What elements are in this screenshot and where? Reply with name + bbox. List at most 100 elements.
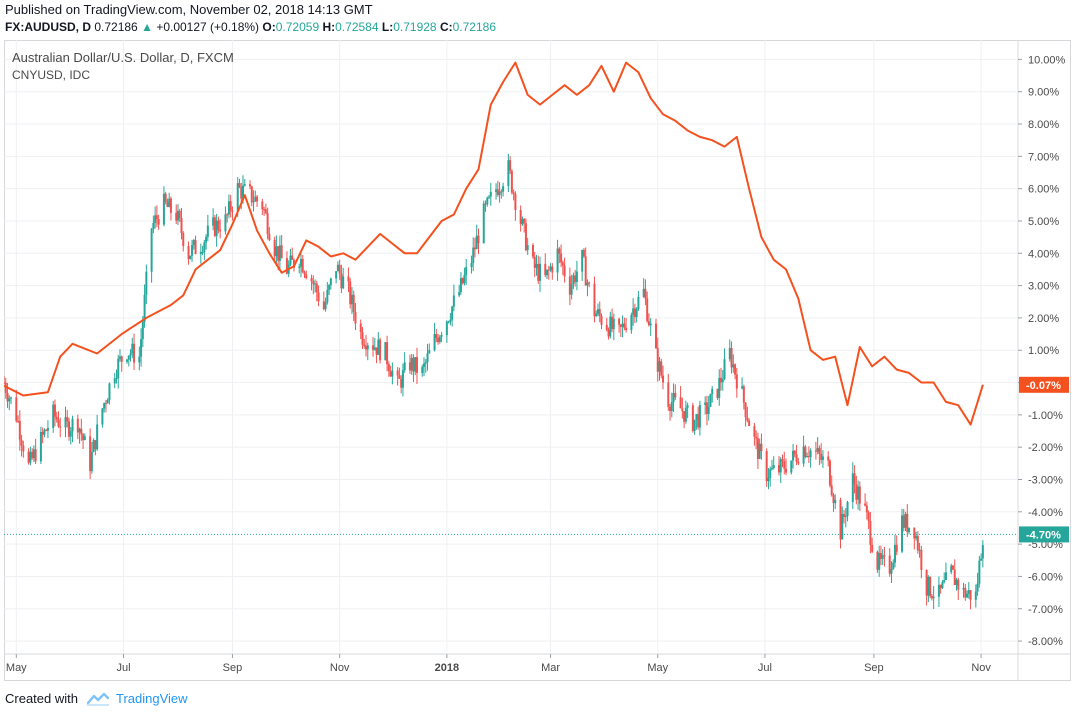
candle-body [189, 255, 192, 259]
candle-body [683, 411, 686, 422]
candle-body [495, 189, 498, 192]
tradingview-brand[interactable]: TradingView [115, 691, 188, 706]
candle-body [433, 334, 436, 351]
candle-body [277, 246, 280, 261]
candle-body [670, 401, 673, 411]
y-tick-label: 1.00% [1028, 345, 1059, 357]
candle-body [546, 269, 549, 276]
candle-body [969, 590, 972, 600]
candle-body [888, 555, 891, 574]
candle-body [809, 450, 812, 458]
candle-body [574, 275, 577, 282]
x-tick-label: Nov [330, 662, 350, 674]
candle-body [575, 271, 578, 282]
candle-body [878, 552, 881, 570]
candle-body [925, 569, 928, 596]
candle-body [263, 209, 266, 211]
candle-body [120, 356, 123, 362]
candle-body [582, 249, 585, 257]
candle-body [980, 558, 983, 561]
candle-body [619, 324, 622, 327]
candle-body [807, 456, 810, 458]
candle-body [864, 503, 867, 506]
candle-body [698, 404, 701, 428]
candle-body [533, 256, 536, 268]
candle-body [182, 232, 185, 247]
candle-body [846, 502, 849, 517]
y-tick-label: -8.00% [1028, 636, 1063, 648]
candle-body [57, 419, 60, 427]
candle-body [273, 240, 276, 257]
candle-body [213, 217, 216, 236]
y-tick-label: 9.00% [1028, 87, 1059, 99]
candle-body [790, 460, 793, 473]
candle-body [962, 587, 965, 590]
candle-body [744, 402, 747, 418]
candle-body [607, 329, 610, 337]
candle-body [883, 555, 886, 557]
candle-body [531, 245, 534, 257]
legend-main: Australian Dollar/U.S. Dollar, D, FXCM [12, 50, 234, 65]
candle-body [465, 267, 468, 276]
candle-body [414, 357, 417, 372]
candle-body [350, 294, 353, 305]
y-tick-label: -4.00% [1028, 507, 1063, 519]
candle-body [141, 321, 144, 340]
candle-body [966, 593, 969, 598]
candle-body [667, 382, 670, 407]
candle-body [510, 170, 513, 193]
candle-body [243, 184, 246, 186]
x-tick-label: May [6, 662, 27, 674]
candle-body [684, 407, 687, 422]
candle-body [939, 584, 942, 589]
candle-body [310, 278, 313, 282]
candle-body [192, 240, 195, 246]
candle-body [94, 440, 97, 450]
candle-body [27, 451, 30, 463]
candle-body [458, 292, 461, 296]
candle-body [609, 316, 612, 337]
candle-body [32, 449, 35, 459]
y-tick-label: -3.00% [1028, 474, 1063, 486]
candle-body [556, 248, 559, 273]
candle-body [89, 436, 92, 472]
audusd-last-label: -4.70% [1026, 529, 1061, 541]
candle-body [967, 590, 970, 594]
candle-body [600, 316, 603, 325]
chart-svg[interactable]: 10.00% 9.00% 8.00% 7.00% 6.00% 5.00% 4.00% 3.00… [3, 40, 1071, 681]
candle-body [953, 569, 956, 586]
candle-body [537, 263, 540, 281]
candle-body [772, 465, 775, 469]
candle-body [117, 358, 120, 378]
candle-body [538, 263, 541, 281]
candle-body [3, 382, 5, 384]
candle-body [389, 371, 392, 377]
candle-body [769, 469, 772, 478]
candle-body [437, 338, 440, 343]
candle-body [342, 276, 345, 289]
chart-area[interactable]: 10.00% 9.00% 8.00% 7.00% 6.00% 5.00% 4.00% 3.00… [3, 40, 1071, 681]
candle-body [635, 308, 638, 318]
candle-body [415, 357, 418, 373]
candle-body [322, 301, 325, 310]
candle-body [377, 339, 380, 355]
candle-body [820, 453, 823, 460]
candle-body [981, 545, 984, 559]
candle-body [34, 449, 37, 462]
candle-body [932, 596, 935, 599]
candle-body [633, 308, 636, 318]
x-tick-label: Nov [971, 662, 991, 674]
candle-body [605, 324, 608, 330]
candle-body [22, 445, 25, 452]
candle-body [937, 584, 940, 597]
x-tick-label: Mar [541, 662, 560, 674]
candle-body [656, 348, 659, 372]
candle-body [489, 191, 492, 197]
candle-body [581, 249, 584, 272]
candle-body [781, 459, 784, 462]
candle-body [301, 259, 304, 273]
candle-body [326, 289, 329, 303]
candle-body [363, 344, 366, 347]
candle-body [206, 225, 209, 237]
candle-body [386, 342, 389, 365]
